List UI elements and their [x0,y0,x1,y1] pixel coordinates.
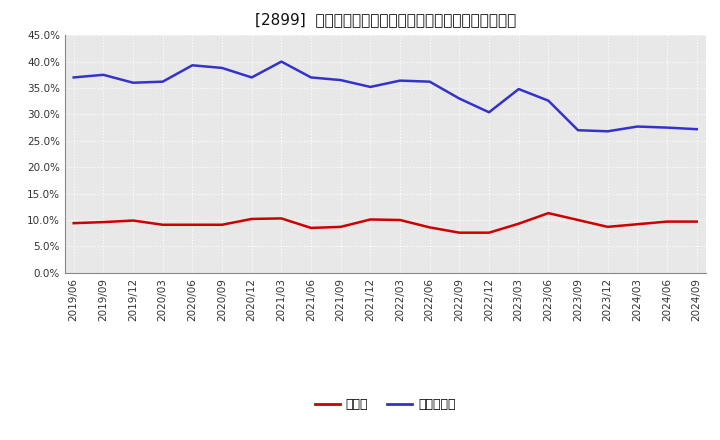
Legend: 現預金, 有利子負債: 現預金, 有利子負債 [310,393,461,416]
Title: [2899]  現預金、有利子負債の総資産に対する比率の推移: [2899] 現預金、有利子負債の総資産に対する比率の推移 [255,12,516,27]
